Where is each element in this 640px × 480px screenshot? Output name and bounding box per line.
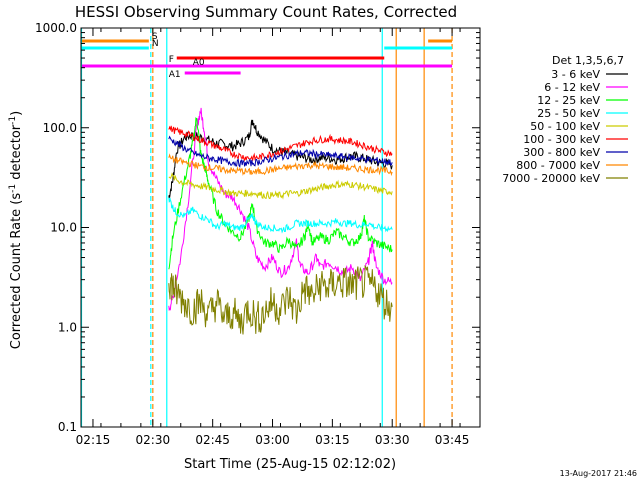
- legend-title: Det 1,3,5,6,7: [552, 54, 624, 67]
- x-axis-label: Start Time (25-Aug-15 02:12:02): [184, 457, 396, 472]
- series-line-8: [168, 264, 393, 335]
- x-tick-label-2: 02:45: [195, 433, 230, 447]
- y-axis-label-main: Corrected Count Rate (s: [9, 193, 24, 350]
- y-axis-label-sup: -1: [8, 184, 18, 193]
- legend-label-6: 300 - 800 keV: [523, 146, 600, 159]
- y-axis-label: Corrected Count Rate (s-1 detector-1): [8, 111, 24, 349]
- y-axis-label-end: ): [9, 111, 24, 116]
- y-tick-label-0: 1000.0: [35, 21, 77, 35]
- x-tick-label-3: 03:00: [255, 433, 290, 447]
- plot-frame: [80, 27, 481, 428]
- axes: 1000.0 100.0 10.0 1.0 0.102:15 02:30 02:45 03:0…: [35, 21, 481, 447]
- legend-label-7: 800 - 7000 keV: [516, 159, 600, 172]
- y-tick-label-2: 10.0: [50, 221, 77, 235]
- legend-label-5: 100 - 300 keV: [523, 133, 600, 146]
- x-tick-label-1: 02:30: [136, 433, 171, 447]
- series-line-1: [168, 107, 393, 311]
- x-tick-label-5: 03:30: [375, 433, 410, 447]
- plot-lines: [80, 28, 453, 427]
- series-line-0: [168, 119, 393, 198]
- state-bars: SNF A0 A1: [82, 32, 453, 80]
- legend-label-4: 50 - 100 keV: [530, 120, 600, 133]
- legend-label-3: 25 - 50 keV: [537, 107, 600, 120]
- series-line-7: [168, 153, 393, 177]
- y-axis-label-sup2: -1: [8, 116, 18, 125]
- series-line-2: [168, 117, 393, 270]
- footer-timestamp: 13-Aug-2017 21:46: [560, 469, 637, 478]
- series-line-4: [168, 172, 393, 200]
- x-tick-label-0: 02:15: [76, 433, 111, 447]
- state-bar-label-n: N: [152, 39, 159, 49]
- legend-label-1: 6 - 12 keV: [544, 81, 600, 94]
- y-tick-label-3: 1.0: [58, 320, 77, 334]
- legend-label-8: 7000 - 20000 keV: [502, 172, 600, 185]
- y-tick-label-4: 0.1: [58, 420, 77, 434]
- state-bar-label-f: F: [169, 55, 174, 65]
- legend-label-2: 12 - 25 keV: [537, 94, 600, 107]
- state-bar-label-a0: A0: [193, 58, 205, 68]
- legend-label-0: 3 - 6 keV: [551, 68, 600, 81]
- series-line-3: [168, 197, 393, 234]
- chart-title: HESSI Observing Summary Count Rates, Cor…: [75, 3, 457, 21]
- x-tick-label-6: 03:45: [435, 433, 470, 447]
- x-tick-label-4: 03:15: [315, 433, 350, 447]
- y-tick-label-1: 100.0: [43, 121, 77, 135]
- series-line-5: [168, 125, 393, 162]
- state-bar-label-s: S: [152, 32, 158, 42]
- series-layer: [168, 107, 393, 335]
- y-axis-label-mid: detector: [9, 124, 24, 184]
- state-bar-label-a1: A1: [169, 70, 181, 80]
- series-line-6: [168, 135, 393, 168]
